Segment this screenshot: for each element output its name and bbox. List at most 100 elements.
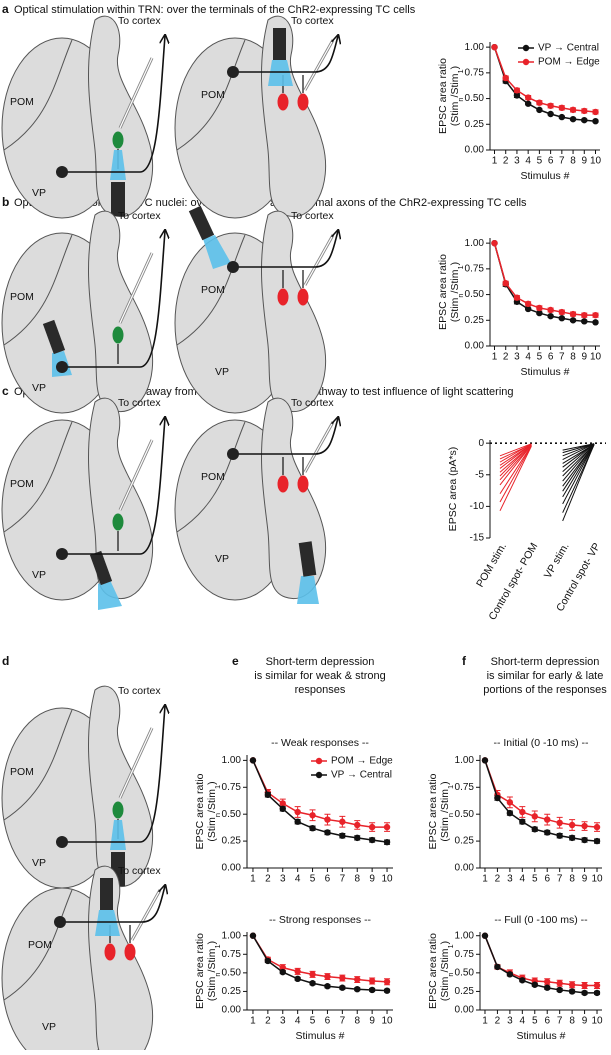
data-point: [324, 829, 331, 836]
data-point: [279, 964, 286, 971]
y-label-part: (Stim: [449, 297, 461, 322]
panel-title: is similar for early & late: [487, 670, 604, 682]
data-point: [264, 791, 272, 799]
y-label: EPSC area ratio: [427, 773, 439, 849]
x-tick-label: 4: [520, 874, 526, 885]
x-tick-label: 9: [582, 156, 588, 167]
data-point: [368, 986, 376, 994]
nucleus-border: [3, 889, 73, 1001]
data-point: [383, 838, 391, 846]
y-tick-label: 0.75: [465, 67, 485, 78]
data-point: [536, 309, 543, 317]
tc-neuron: [56, 361, 68, 373]
y-label: EPSC area ratio: [437, 58, 449, 134]
data-point: [309, 980, 316, 987]
data-point: [592, 108, 599, 116]
tc-neuron: [56, 836, 68, 848]
y-tick-label: -15: [470, 533, 485, 544]
x-tick-label: 5: [537, 156, 543, 167]
y-label-part: (Stim: [439, 976, 451, 1001]
y-label-units: (Stimn/Stim1): [439, 941, 455, 1001]
paired-line: [499, 444, 532, 473]
data-point: [581, 989, 588, 997]
y-tick-label: 1.00: [222, 755, 242, 766]
y-label-part: 1: [446, 785, 455, 789]
y-label-part: 1: [456, 69, 465, 73]
y-tick-label: -10: [470, 501, 485, 512]
trn-cell: [104, 943, 116, 961]
data-point: [506, 799, 514, 806]
paired-line: [562, 443, 595, 472]
data-point: [556, 819, 563, 826]
data-point: [524, 305, 532, 313]
y-label: EPSC area ratio: [427, 933, 439, 1009]
data-point: [536, 304, 543, 312]
data-point: [294, 975, 301, 982]
y-label-part: ): [439, 781, 451, 785]
y-axis-label: EPSC area ratio (Stimn/Stim1): [437, 58, 465, 134]
light-beam: [268, 60, 293, 86]
nucleus-label: POM: [10, 766, 34, 778]
x-tick-label: 3: [514, 352, 520, 363]
series-line: [493, 242, 596, 316]
trn-cell: [297, 288, 309, 306]
y-label-part: 1: [213, 785, 222, 789]
data-point: [502, 280, 509, 287]
nucleus-border: [3, 234, 73, 346]
paired-line: [562, 443, 595, 461]
data-point: [544, 984, 551, 991]
x-tick-label: 10: [381, 874, 393, 885]
data-point: [556, 832, 563, 839]
data-point: [494, 794, 501, 802]
data-point: [368, 977, 376, 985]
x-tick-label: 5: [537, 352, 543, 363]
y-label: EPSC area ratio: [194, 773, 206, 849]
x-tick-label: 8: [569, 874, 575, 885]
projection-label: To cortex: [118, 685, 161, 697]
x-tick-label: 1: [250, 874, 256, 885]
series-line: [484, 760, 598, 828]
x-tick-label: 5: [310, 1016, 316, 1027]
x-tick-label: 6: [548, 352, 554, 363]
pipette-core: [131, 889, 161, 941]
y-tick-label: 0.25: [455, 986, 475, 997]
data-point: [547, 306, 554, 314]
category-label: VP stim.: [542, 541, 572, 581]
data-point: [558, 315, 566, 322]
x-tick-label: 9: [582, 874, 588, 885]
data-point: [309, 812, 316, 819]
paired-line: [562, 444, 595, 505]
y-label-part: 1: [456, 265, 465, 269]
y-label-part: (Stim: [206, 976, 218, 1001]
y-tick-label: 0.50: [222, 967, 242, 978]
x-tick-label: 7: [559, 352, 565, 363]
y-tick-label: 0.25: [465, 119, 485, 130]
data-point: [558, 104, 566, 112]
data-point: [279, 805, 286, 813]
y-tick-label: 0.00: [465, 145, 485, 156]
projection-label: To cortex: [118, 865, 161, 877]
x-tick-label: 2: [503, 156, 509, 167]
series-line: [484, 935, 598, 994]
data-point: [264, 957, 272, 965]
panel-letter: d: [2, 654, 9, 668]
y-label-part: n: [213, 972, 222, 976]
panel-title: responses: [295, 684, 346, 696]
y-label-part: ): [449, 262, 461, 266]
data-point: [556, 980, 563, 987]
tc-neuron: [56, 548, 68, 560]
y-tick-label: 0.75: [455, 949, 475, 960]
y-label-part: n: [213, 813, 222, 817]
data-point: [581, 822, 588, 830]
y-label-part: /Stim: [206, 948, 218, 972]
trn: [88, 15, 154, 218]
nucleus-label: POM: [10, 96, 34, 108]
trn-cell: [277, 475, 289, 493]
data-point: [494, 963, 501, 971]
y-label-part: (Stim: [449, 101, 461, 126]
trn-cell: [112, 326, 124, 344]
tc-neuron: [54, 916, 66, 928]
x-tick-label: 1: [482, 1016, 488, 1027]
projection-label: To cortex: [291, 397, 334, 409]
axon: [62, 418, 165, 555]
